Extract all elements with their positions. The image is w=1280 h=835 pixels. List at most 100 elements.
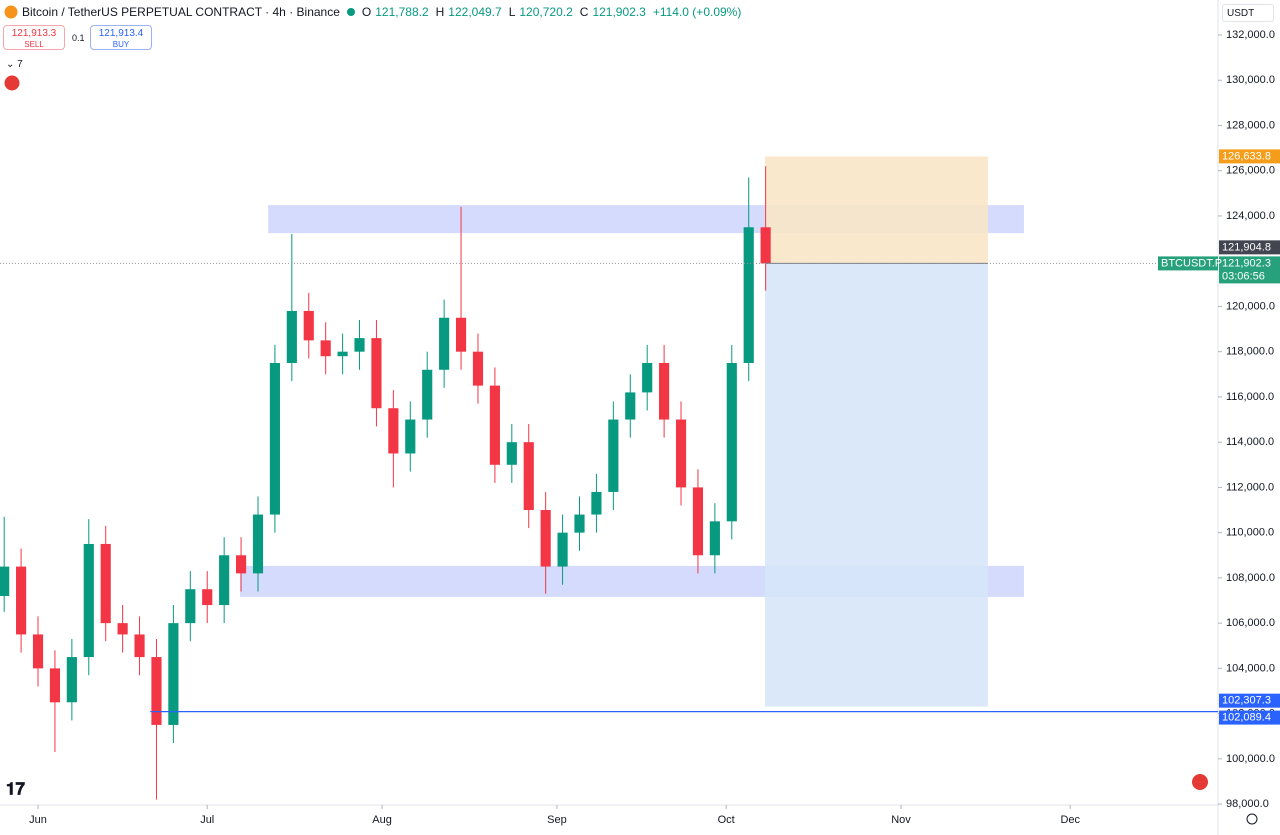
candle-body [439, 317, 450, 370]
candle-body [337, 351, 348, 357]
y-tick-label: 100,000.0 [1226, 753, 1275, 765]
symbol-tag: BTCUSDT.P [1161, 257, 1222, 269]
y-tick-label: 132,000.0 [1226, 29, 1275, 41]
ohlc-value: 122,049.7 [448, 5, 502, 19]
candle-body [0, 566, 10, 596]
ohlc-key: H [435, 5, 445, 19]
y-tick-label: 116,000.0 [1226, 391, 1274, 403]
candle-body [49, 668, 61, 703]
indicators-toggle[interactable]: ⌄ 7 [6, 59, 23, 70]
candle-body [659, 362, 670, 420]
candle-body [540, 510, 551, 567]
candle-body [642, 362, 653, 393]
countdown-label: 03:06:56 [1222, 270, 1265, 282]
candle-body [760, 227, 771, 264]
candle-body [422, 369, 433, 420]
x-tick-label: Aug [372, 814, 392, 826]
candle-body [354, 338, 365, 352]
candle-body [608, 419, 619, 492]
candle-body [117, 623, 128, 635]
ohlc-key: O [361, 5, 372, 19]
y-tick-label: 106,000.0 [1226, 617, 1275, 629]
candle-body [16, 566, 27, 635]
ohlc-value: 121,902.3 [592, 5, 646, 19]
x-tick-label: Nov [891, 814, 911, 826]
entry-label: 121,904.8 [1222, 241, 1271, 253]
candle-body [320, 340, 331, 357]
last-price-label-bg [1219, 256, 1280, 271]
candle-body [303, 310, 314, 341]
y-tick-label: 114,000.0 [1226, 436, 1274, 448]
x-tick-label: Jun [29, 814, 47, 826]
candle-body [405, 419, 416, 454]
currency-button[interactable]: USDT [1222, 4, 1274, 22]
candle-body [557, 532, 568, 567]
ohlc-value: 120,720.2 [519, 5, 573, 19]
y-tick-label: 118,000.0 [1226, 346, 1274, 358]
candle-body [134, 634, 145, 658]
candle-body [151, 657, 162, 725]
last-price-label: 121,902.3 [1222, 257, 1271, 269]
candle-body [506, 442, 517, 465]
candle-body [219, 555, 230, 606]
candle-body [455, 317, 467, 352]
candle-body [692, 487, 704, 556]
target-label-bg [1219, 693, 1280, 708]
buy-price: 121,913.4 [98, 28, 144, 39]
y-tick-label: 126,000.0 [1226, 165, 1275, 177]
y-tick-label: 128,000.0 [1226, 119, 1275, 131]
settings-icon[interactable] [1246, 813, 1258, 825]
candle-body [371, 338, 382, 409]
candle-body [726, 362, 737, 522]
candle-body [591, 491, 602, 515]
y-tick-label: 124,000.0 [1226, 210, 1275, 222]
indicators-count: 7 [17, 59, 23, 70]
candle-body [83, 543, 94, 658]
candle-body [100, 543, 111, 624]
candle-body [32, 634, 44, 669]
candle-body [709, 521, 720, 556]
sell-label: SELL [24, 40, 44, 49]
logo: 𝟏𝟕 [6, 779, 25, 798]
symbol[interactable]: Bitcoin / TetherUS PERPETUAL CONTRACT · … [22, 5, 340, 19]
candle-body [168, 623, 179, 725]
ohlc-key: C [579, 5, 589, 19]
y-tick-label: 120,000.0 [1226, 300, 1275, 312]
entry-label-bg [1219, 240, 1280, 255]
candle-body [185, 589, 196, 624]
alert-dot[interactable] [4, 75, 20, 91]
sell-button[interactable]: 121,913.3 SELL [3, 25, 65, 50]
candle-body [574, 514, 585, 533]
stop-label-bg [1219, 149, 1280, 164]
position-target-area [765, 263, 988, 707]
stop-label: 126,633.8 [1222, 150, 1271, 162]
y-tick-label: 112,000.0 [1226, 481, 1274, 493]
zone [239, 565, 1024, 597]
candle-body [472, 351, 484, 386]
candle-body [388, 408, 399, 454]
candle-body [202, 589, 213, 606]
y-tick-label: 122,000.0 [1226, 255, 1275, 267]
hline-label-bg [1219, 710, 1280, 725]
legend-bar: Bitcoin / TetherUS PERPETUAL CONTRACT · … [4, 5, 744, 19]
candle-body [269, 362, 280, 515]
x-tick-label: Jul [200, 814, 214, 826]
y-tick-label: 130,000.0 [1226, 74, 1275, 86]
candle-body [235, 555, 247, 574]
sell-price: 121,913.3 [11, 28, 57, 39]
status-dot [346, 8, 355, 16]
candle-body [743, 227, 754, 363]
change: +114.0 (+0.09%) [652, 5, 742, 19]
alert-dot[interactable] [1192, 774, 1208, 790]
buy-label: BUY [112, 40, 130, 49]
ohlc-value: 121,788.2 [375, 5, 429, 19]
candle-body [66, 657, 77, 703]
y-tick-label: 104,000.0 [1226, 662, 1275, 674]
x-tick-label: Oct [718, 814, 735, 826]
symbol-tag-bg [1158, 256, 1218, 271]
target-label: 102,307.3 [1222, 695, 1271, 707]
buy-button[interactable]: 121,913.4 BUY [90, 25, 152, 50]
candle-body [252, 514, 264, 574]
